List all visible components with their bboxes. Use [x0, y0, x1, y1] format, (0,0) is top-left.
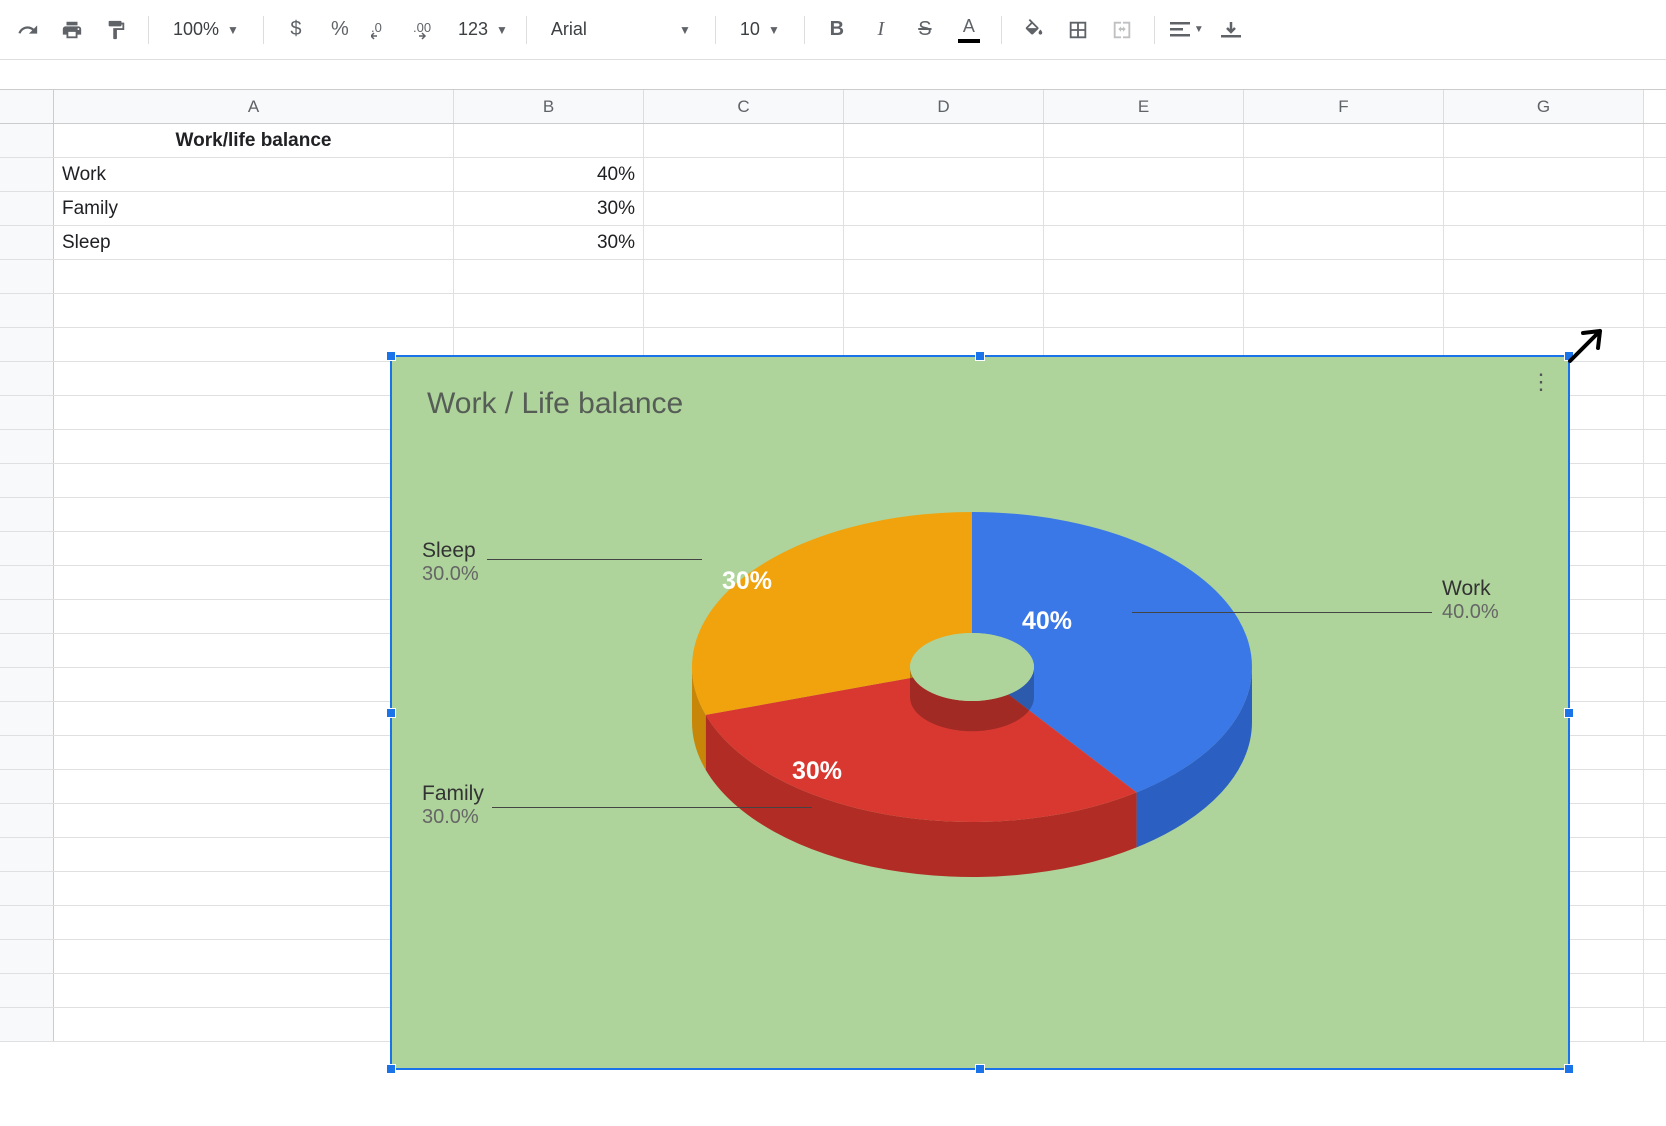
col-header[interactable]: F: [1244, 90, 1444, 123]
bold-button[interactable]: B: [819, 12, 855, 48]
chart-menu-button[interactable]: ⋮: [1530, 369, 1550, 395]
column-headers: A B C D E F G: [0, 90, 1666, 124]
cell-value[interactable]: 30%: [454, 192, 644, 225]
chevron-down-icon: ▼: [227, 23, 239, 37]
cell-label[interactable]: Work: [54, 158, 454, 191]
cell-value[interactable]: 30%: [454, 226, 644, 259]
col-header[interactable]: D: [844, 90, 1044, 123]
col-header[interactable]: C: [644, 90, 844, 123]
table-row[interactable]: Work/life balance: [0, 124, 1666, 158]
resize-handle[interactable]: [975, 351, 985, 361]
italic-button[interactable]: I: [863, 12, 899, 48]
font-name: Arial: [551, 19, 587, 40]
table-row[interactable]: Work 40%: [0, 158, 1666, 192]
cell-title[interactable]: Work/life balance: [54, 124, 454, 157]
text-color-button[interactable]: A: [951, 12, 987, 48]
cursor-arrow-icon: [1560, 326, 1610, 376]
col-header[interactable]: G: [1444, 90, 1644, 123]
chevron-down-icon: ▼: [679, 23, 691, 37]
decrease-decimal-button[interactable]: .0: [366, 12, 402, 48]
toolbar: 100% ▼ $ % .0 .00 123 ▼ Arial ▼ 10 ▼ B I…: [0, 0, 1666, 60]
col-header[interactable]: E: [1044, 90, 1244, 123]
paint-format-button[interactable]: [98, 12, 134, 48]
resize-handle[interactable]: [386, 1064, 396, 1074]
zoom-select[interactable]: 100% ▼: [163, 19, 249, 40]
vertical-align-button[interactable]: [1213, 12, 1249, 48]
redo-button[interactable]: [10, 12, 46, 48]
formula-bar[interactable]: [0, 60, 1666, 90]
slice-pct-sleep: 30%: [722, 567, 772, 596]
col-header[interactable]: A: [54, 90, 454, 123]
chevron-down-icon: ▼: [768, 23, 780, 37]
cell-value[interactable]: 40%: [454, 158, 644, 191]
fill-color-button[interactable]: [1016, 12, 1052, 48]
font-size-select[interactable]: 10 ▼: [730, 19, 790, 40]
resize-handle[interactable]: [975, 1064, 985, 1074]
svg-text:.00: .00: [413, 20, 431, 35]
resize-handle[interactable]: [1564, 1064, 1574, 1074]
print-button[interactable]: [54, 12, 90, 48]
slice-pct-work: 40%: [1022, 607, 1072, 636]
borders-button[interactable]: [1060, 12, 1096, 48]
horizontal-align-button[interactable]: ▼: [1169, 12, 1205, 48]
ext-label-work: Work 40.0%: [1442, 577, 1499, 624]
resize-handle[interactable]: [1564, 708, 1574, 718]
donut-chart: [672, 477, 1272, 907]
chevron-down-icon: ▼: [496, 23, 508, 37]
slice-pct-family: 30%: [792, 757, 842, 786]
number-format-label: 123: [458, 19, 488, 40]
merge-cells-button[interactable]: [1104, 12, 1140, 48]
strikethrough-button[interactable]: S: [907, 12, 943, 48]
currency-button[interactable]: $: [278, 12, 314, 48]
cell-label[interactable]: Sleep: [54, 226, 454, 259]
cell-label[interactable]: Family: [54, 192, 454, 225]
zoom-value: 100%: [173, 19, 219, 40]
chart-object[interactable]: Work / Life balance ⋮ 40% 30% 30% Work 4…: [390, 355, 1570, 1070]
ext-label-family: Family 30.0%: [422, 782, 484, 829]
percent-button[interactable]: %: [322, 12, 358, 48]
ext-label-sleep: Sleep 30.0%: [422, 539, 479, 586]
svg-text:.0: .0: [371, 20, 382, 35]
resize-handle[interactable]: [386, 708, 396, 718]
chevron-down-icon: ▼: [1194, 24, 1204, 35]
increase-decimal-button[interactable]: .00: [410, 12, 446, 48]
table-row[interactable]: Family 30%: [0, 192, 1666, 226]
resize-handle[interactable]: [386, 351, 396, 361]
chart-title: Work / Life balance: [427, 387, 683, 421]
spreadsheet-grid: A B C D E F G Work/life balance Work 40%…: [0, 90, 1666, 1042]
font-size-value: 10: [740, 19, 760, 40]
number-format-select[interactable]: 123 ▼: [454, 19, 512, 40]
table-row[interactable]: Sleep 30%: [0, 226, 1666, 260]
col-header[interactable]: B: [454, 90, 644, 123]
select-all-corner[interactable]: [0, 90, 54, 123]
font-select[interactable]: Arial ▼: [541, 19, 701, 40]
